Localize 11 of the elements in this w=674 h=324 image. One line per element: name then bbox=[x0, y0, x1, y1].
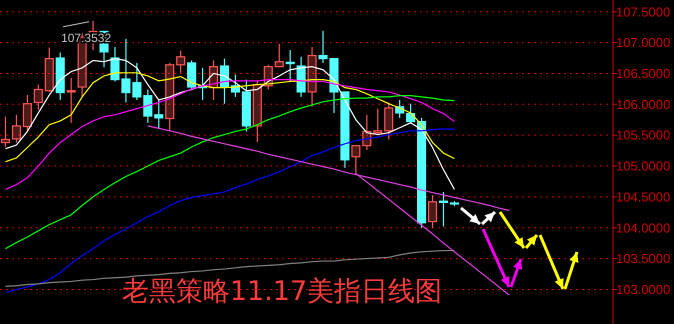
y-tick-label: 106.0000 bbox=[616, 96, 670, 112]
y-tick-label: 103.5000 bbox=[616, 251, 670, 266]
y-tick-label: 104.0000 bbox=[616, 220, 670, 236]
text: 老黑策略11.17美指日线图 bbox=[122, 276, 442, 307]
y-tick-label: 105.5000 bbox=[616, 128, 670, 143]
y-tick-label: 107.0000 bbox=[616, 35, 670, 50]
y-tick-label: 103.0000 bbox=[616, 282, 670, 297]
y-tick-label: 107.5000 bbox=[616, 4, 670, 20]
y-tick-label: 106.5000 bbox=[616, 66, 670, 81]
y-tick-label: 104.5000 bbox=[616, 189, 670, 204]
y-tick-label: 105.0000 bbox=[616, 158, 670, 174]
